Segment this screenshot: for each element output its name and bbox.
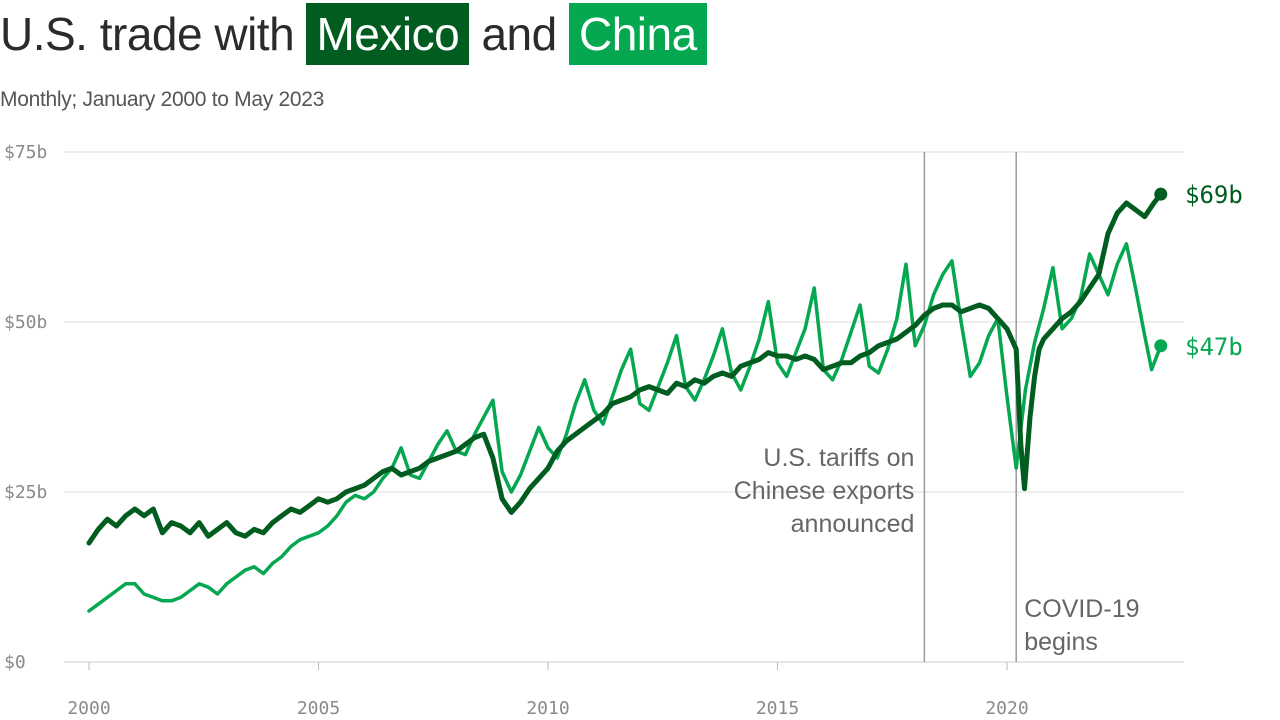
y-tick-label: $75b <box>4 142 47 163</box>
annotation-text-covid: COVID-19 <box>1024 595 1139 623</box>
title-part1: U.S. trade with <box>0 8 295 60</box>
annotation-text-tariffs: U.S. tariffs on <box>763 444 914 472</box>
chart-title: U.S. trade with Mexico and China <box>0 0 707 68</box>
end-labels: $47b $69b <box>1154 181 1243 361</box>
series-lines <box>86 191 1164 613</box>
y-tick-label: $25b <box>4 482 47 503</box>
x-tick-label: 2005 <box>297 698 340 719</box>
annotation-text-tariffs: Chinese exports <box>734 477 915 505</box>
annotation-lines <box>923 152 1017 662</box>
end-label-mexico: $69b <box>1185 181 1243 209</box>
title-mexico-highlight: Mexico <box>306 3 470 65</box>
x-tick-label: 2000 <box>67 698 110 719</box>
title-china-highlight: China <box>569 3 707 65</box>
x-tick-label: 2015 <box>756 698 799 719</box>
axis-tick-labels: $0 $25b $50b $75b 2000 2005 2010 2015 2020 <box>4 142 1029 719</box>
annotation-text-covid: begins <box>1024 628 1098 656</box>
series-line-mexico <box>86 191 1164 546</box>
x-tick-label: 2010 <box>526 698 569 719</box>
end-dot-mexico <box>1154 187 1168 201</box>
y-tick-label: $50b <box>4 312 47 333</box>
y-tick-label: $0 <box>4 652 26 673</box>
annotation-labels: U.S. tariffs on Chinese exports announced C… <box>734 444 1140 656</box>
end-dot-china <box>1154 339 1168 353</box>
end-label-china: $47b <box>1185 333 1243 361</box>
x-tick-label: 2020 <box>985 698 1028 719</box>
title-part2: and <box>481 8 557 60</box>
annotation-text-tariffs: announced <box>791 510 915 538</box>
grid-lines <box>64 151 1184 663</box>
series-line-china <box>87 242 1163 613</box>
chart-subtitle: Monthly; January 2000 to May 2023 <box>0 88 324 111</box>
